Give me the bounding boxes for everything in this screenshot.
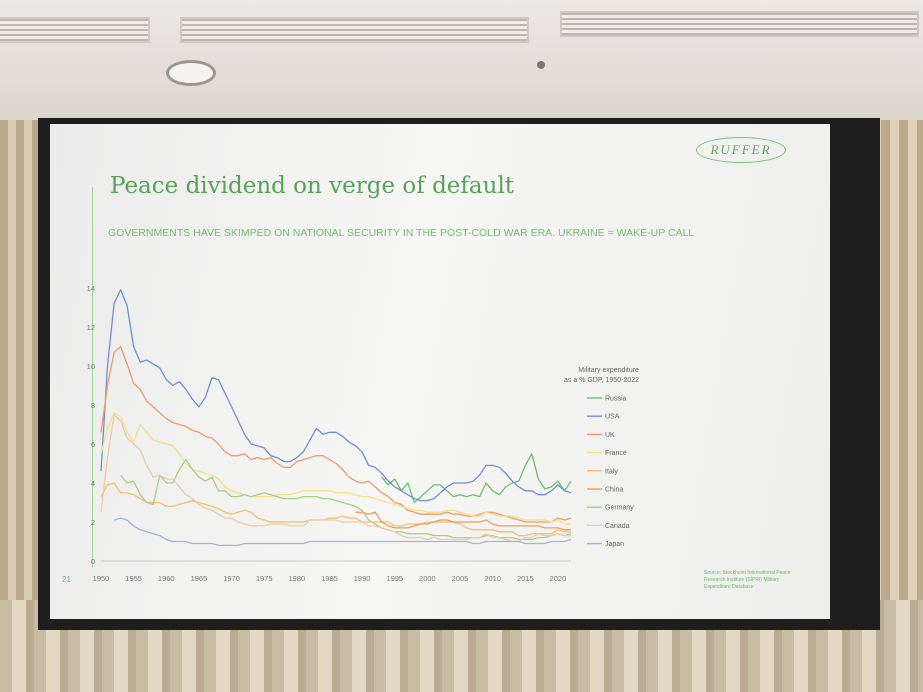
legend-label-usa: USA: [605, 414, 620, 421]
legend-label-germany: Germany: [605, 505, 634, 512]
slide-subtitle: GOVERNMENTS HAVE SKIMPED ON NATIONAL SEC…: [108, 227, 695, 239]
y-tick-label: 14: [87, 284, 95, 293]
y-tick-label: 8: [91, 401, 95, 410]
legend-label-france: France: [605, 450, 627, 457]
x-tick-label: 1960: [158, 574, 175, 583]
x-tick-label: 1950: [93, 574, 110, 583]
series-line-france: [100, 412, 571, 525]
logo-text: RUFFER: [710, 142, 772, 157]
series-line-russia: [381, 453, 572, 504]
series-line-usa: [100, 289, 572, 502]
series-line-italy: [100, 482, 571, 537]
legend-label-china: China: [605, 487, 623, 494]
legend-label-canada: Canada: [605, 523, 630, 530]
x-tick-label: 2015: [517, 574, 534, 583]
x-tick-label: 1970: [223, 574, 240, 583]
x-tick-label: 1965: [191, 574, 208, 583]
legend-label-uk: UK: [605, 432, 615, 439]
series-line-canada: [100, 414, 571, 543]
page-number: 21: [62, 575, 71, 584]
x-tick-label: 2005: [452, 574, 469, 583]
ceiling-vent: [560, 11, 919, 37]
x-tick-label: 1995: [386, 574, 403, 583]
x-tick-label: 1975: [256, 574, 273, 583]
y-tick-label: 12: [87, 323, 95, 332]
legend-label-russia: Russia: [605, 396, 627, 403]
x-tick-label: 2000: [419, 574, 436, 583]
legend-label-japan: Japan: [605, 541, 624, 548]
y-tick-label: 0: [91, 557, 95, 566]
y-tick-label: 4: [91, 479, 95, 488]
y-tick-label: 2: [91, 518, 95, 527]
legend-label-italy: Italy: [605, 468, 618, 475]
ceiling-light: [166, 60, 216, 86]
series-line-germany: [120, 458, 572, 541]
x-tick-label: 1955: [125, 574, 142, 583]
x-tick-label: 2010: [484, 574, 501, 583]
slide-divider-rule: [92, 187, 93, 567]
x-tick-label: 1980: [288, 574, 305, 583]
y-tick-label: 6: [91, 440, 95, 449]
source-note: Source: Stockholm International Peace Re…: [704, 570, 791, 590]
ceiling-vent: [180, 17, 529, 43]
y-tick-label: 10: [87, 362, 95, 371]
series-line-uk: [100, 345, 572, 523]
x-tick-label: 1990: [354, 574, 371, 583]
x-tick-label: 1985: [321, 574, 338, 583]
ruffer-logo: RUFFER: [696, 137, 786, 163]
slide-title: Peace dividend on verge of default: [110, 173, 515, 199]
legend-title: Military expenditure: [578, 367, 639, 374]
ceiling-sensor: [537, 61, 545, 69]
projected-slide: [50, 124, 830, 619]
x-tick-label: 2020: [550, 574, 567, 583]
series-line-japan: [113, 517, 572, 547]
series-line-china: [355, 511, 571, 531]
left-wall-panel: [0, 120, 40, 620]
legend-title: as a % GDP, 1950-2022: [564, 377, 639, 384]
ceiling-vent: [0, 17, 150, 43]
